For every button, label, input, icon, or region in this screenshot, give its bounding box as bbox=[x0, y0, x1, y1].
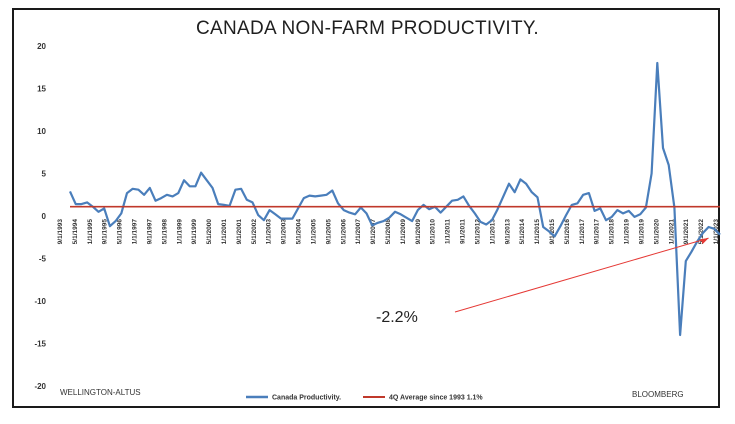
x-tick-label: 5/1/2008 bbox=[385, 219, 392, 245]
chart-frame bbox=[12, 8, 720, 408]
y-tick-label: -15 bbox=[34, 340, 46, 349]
x-tick-label: 9/1/2021 bbox=[683, 219, 690, 245]
x-tick-label: 5/1/2010 bbox=[430, 219, 437, 245]
x-tick-label: 1/1/2011 bbox=[445, 219, 452, 244]
x-tick-label: 9/1/2001 bbox=[236, 219, 243, 245]
x-tick-label: 1/1/2013 bbox=[489, 219, 496, 245]
chart-lines bbox=[68, 61, 721, 337]
x-tick-label: 9/1/2007 bbox=[370, 219, 377, 245]
x-tick-label: 5/1/1994 bbox=[72, 219, 79, 245]
annotation-arrow bbox=[454, 237, 709, 313]
chart-title: CANADA NON-FARM PRODUCTIVITY. bbox=[196, 18, 539, 39]
footer-source-right: BLOOMBERG bbox=[632, 390, 684, 399]
legend-label-canada-productivity: Canada Productivity. bbox=[272, 395, 341, 402]
annotation-label: -2.2% bbox=[376, 309, 418, 326]
x-tick-label: 5/1/2016 bbox=[564, 219, 571, 245]
x-tick-label: 5/1/2004 bbox=[296, 219, 303, 245]
x-tick-label: 1/1/2003 bbox=[266, 219, 273, 245]
x-tick-label: 9/1/2009 bbox=[415, 219, 422, 245]
annotation-arrowhead bbox=[700, 238, 709, 245]
chart-annotation: -2.2% bbox=[376, 237, 709, 326]
y-tick-label: 15 bbox=[37, 85, 46, 94]
x-tick-label: 5/1/1996 bbox=[117, 219, 124, 245]
x-tick-label: 5/1/2006 bbox=[340, 219, 347, 245]
x-tick-label: 5/1/2012 bbox=[475, 219, 482, 245]
y-tick-label: -20 bbox=[34, 382, 46, 391]
x-tick-label: 5/1/1998 bbox=[161, 219, 168, 245]
x-tick-label: 9/1/2017 bbox=[594, 219, 601, 245]
x-tick-label: 9/1/2013 bbox=[504, 219, 511, 245]
x-tick-label: 9/1/1997 bbox=[147, 219, 154, 245]
x-tick-label: 5/1/2020 bbox=[653, 219, 660, 245]
x-tick-label: 1/1/1999 bbox=[176, 219, 183, 245]
x-tick-label: 5/1/2014 bbox=[519, 219, 526, 245]
x-tick-label: 1/1/1995 bbox=[87, 219, 94, 245]
y-tick-label: 20 bbox=[37, 42, 46, 51]
chart-legend: Canada Productivity. 4Q Average since 199… bbox=[246, 395, 483, 402]
x-tick-label: 9/1/1995 bbox=[102, 219, 109, 245]
x-tick-label: 5/1/2018 bbox=[609, 219, 616, 245]
x-tick-label: 9/1/1993 bbox=[57, 219, 64, 245]
x-tick-label: 1/1/2001 bbox=[221, 219, 228, 245]
x-tick-label: 1/1/2021 bbox=[668, 219, 675, 245]
x-tick-label: 9/1/2005 bbox=[325, 219, 332, 245]
x-tick-label: 5/1/2000 bbox=[206, 219, 213, 245]
y-tick-label: 0 bbox=[42, 212, 47, 221]
x-tick-label: 9/1/2003 bbox=[281, 219, 288, 245]
x-tick-label: 1/1/2005 bbox=[311, 219, 318, 245]
x-tick-label: 9/1/2011 bbox=[460, 219, 467, 244]
y-tick-label: 10 bbox=[37, 127, 46, 136]
x-tick-label: 9/1/2019 bbox=[639, 219, 646, 245]
x-tick-label: 5/1/2002 bbox=[251, 219, 258, 245]
x-axis-ticks: 9/1/1993 5/1/1994 1/1/1995 9/1/1995 5/1/1996… bbox=[57, 219, 720, 245]
x-tick-label: 1/1/2017 bbox=[579, 219, 586, 245]
footer-source-left: WELLINGTON-ALTUS bbox=[60, 388, 141, 397]
x-tick-label: 9/1/1999 bbox=[191, 219, 198, 245]
x-tick-label: 1/1/2009 bbox=[400, 219, 407, 245]
y-axis-ticks: 20 15 10 5 0 -5 -10 -15 -20 bbox=[34, 42, 46, 391]
x-tick-label: 1/1/2015 bbox=[534, 219, 541, 245]
y-tick-label: -5 bbox=[39, 255, 47, 264]
y-tick-label: -10 bbox=[34, 297, 46, 306]
x-tick-label: 1/1/1997 bbox=[132, 219, 139, 245]
x-tick-label: 9/1/2015 bbox=[549, 219, 556, 245]
x-tick-label: 1/1/2007 bbox=[355, 219, 362, 245]
legend-label-4q-average: 4Q Average since 1993 1.1% bbox=[389, 395, 483, 402]
series-line-canada-productivity bbox=[68, 61, 721, 337]
y-tick-label: 5 bbox=[42, 170, 47, 179]
x-tick-label: 5/1/2022 bbox=[698, 219, 705, 245]
x-tick-label: 1/1/2019 bbox=[624, 219, 631, 245]
